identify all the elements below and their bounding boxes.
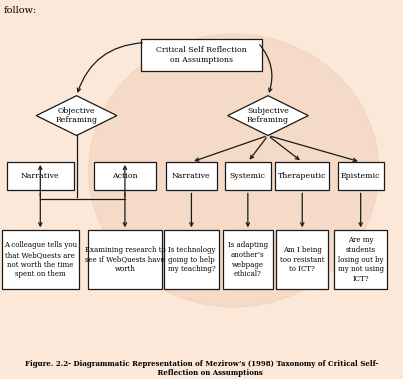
FancyBboxPatch shape [225, 162, 271, 190]
Text: Action: Action [112, 172, 138, 180]
Text: Am I being
too resistant
to ICT?: Am I being too resistant to ICT? [280, 246, 324, 273]
FancyBboxPatch shape [275, 162, 330, 190]
Circle shape [89, 34, 379, 307]
Text: follow:: follow: [4, 6, 37, 15]
Text: Epistemic: Epistemic [341, 172, 380, 180]
FancyBboxPatch shape [7, 162, 73, 190]
FancyBboxPatch shape [141, 39, 262, 71]
Text: Subjective
Reframing: Subjective Reframing [247, 107, 289, 124]
FancyBboxPatch shape [276, 230, 328, 289]
Text: Are my
students
losing out by
my not using
ICT?: Are my students losing out by my not usi… [338, 236, 384, 283]
Text: Therapeutic: Therapeutic [278, 172, 326, 180]
Text: Systemic: Systemic [230, 172, 266, 180]
Text: A colleague tells you
that WebQuests are
not worth the time
spent on them: A colleague tells you that WebQuests are… [4, 241, 77, 278]
FancyBboxPatch shape [166, 162, 217, 190]
Text: Figure. 2.2- Diagrammatic Representation of Mezirow’s (1998) Taxonomy of Critica: Figure. 2.2- Diagrammatic Representation… [25, 360, 378, 377]
FancyBboxPatch shape [2, 230, 79, 289]
FancyBboxPatch shape [222, 230, 273, 289]
Text: Is technology
going to help
my teaching?: Is technology going to help my teaching? [168, 246, 215, 273]
FancyBboxPatch shape [88, 230, 162, 289]
Polygon shape [228, 96, 308, 136]
Text: Narrative: Narrative [172, 172, 211, 180]
Text: Is adapting
another’s
webpage
ethical?: Is adapting another’s webpage ethical? [228, 241, 268, 278]
FancyBboxPatch shape [93, 162, 156, 190]
Text: Examining research to
see if WebQuests have
worth: Examining research to see if WebQuests h… [85, 246, 165, 273]
FancyBboxPatch shape [164, 230, 218, 289]
FancyBboxPatch shape [334, 230, 387, 289]
FancyBboxPatch shape [338, 162, 384, 190]
Text: Objective
Reframing: Objective Reframing [56, 107, 98, 124]
Text: Narrative: Narrative [21, 172, 60, 180]
Polygon shape [36, 96, 117, 136]
Text: Critical Self Reflection
on Assumptions: Critical Self Reflection on Assumptions [156, 46, 247, 64]
